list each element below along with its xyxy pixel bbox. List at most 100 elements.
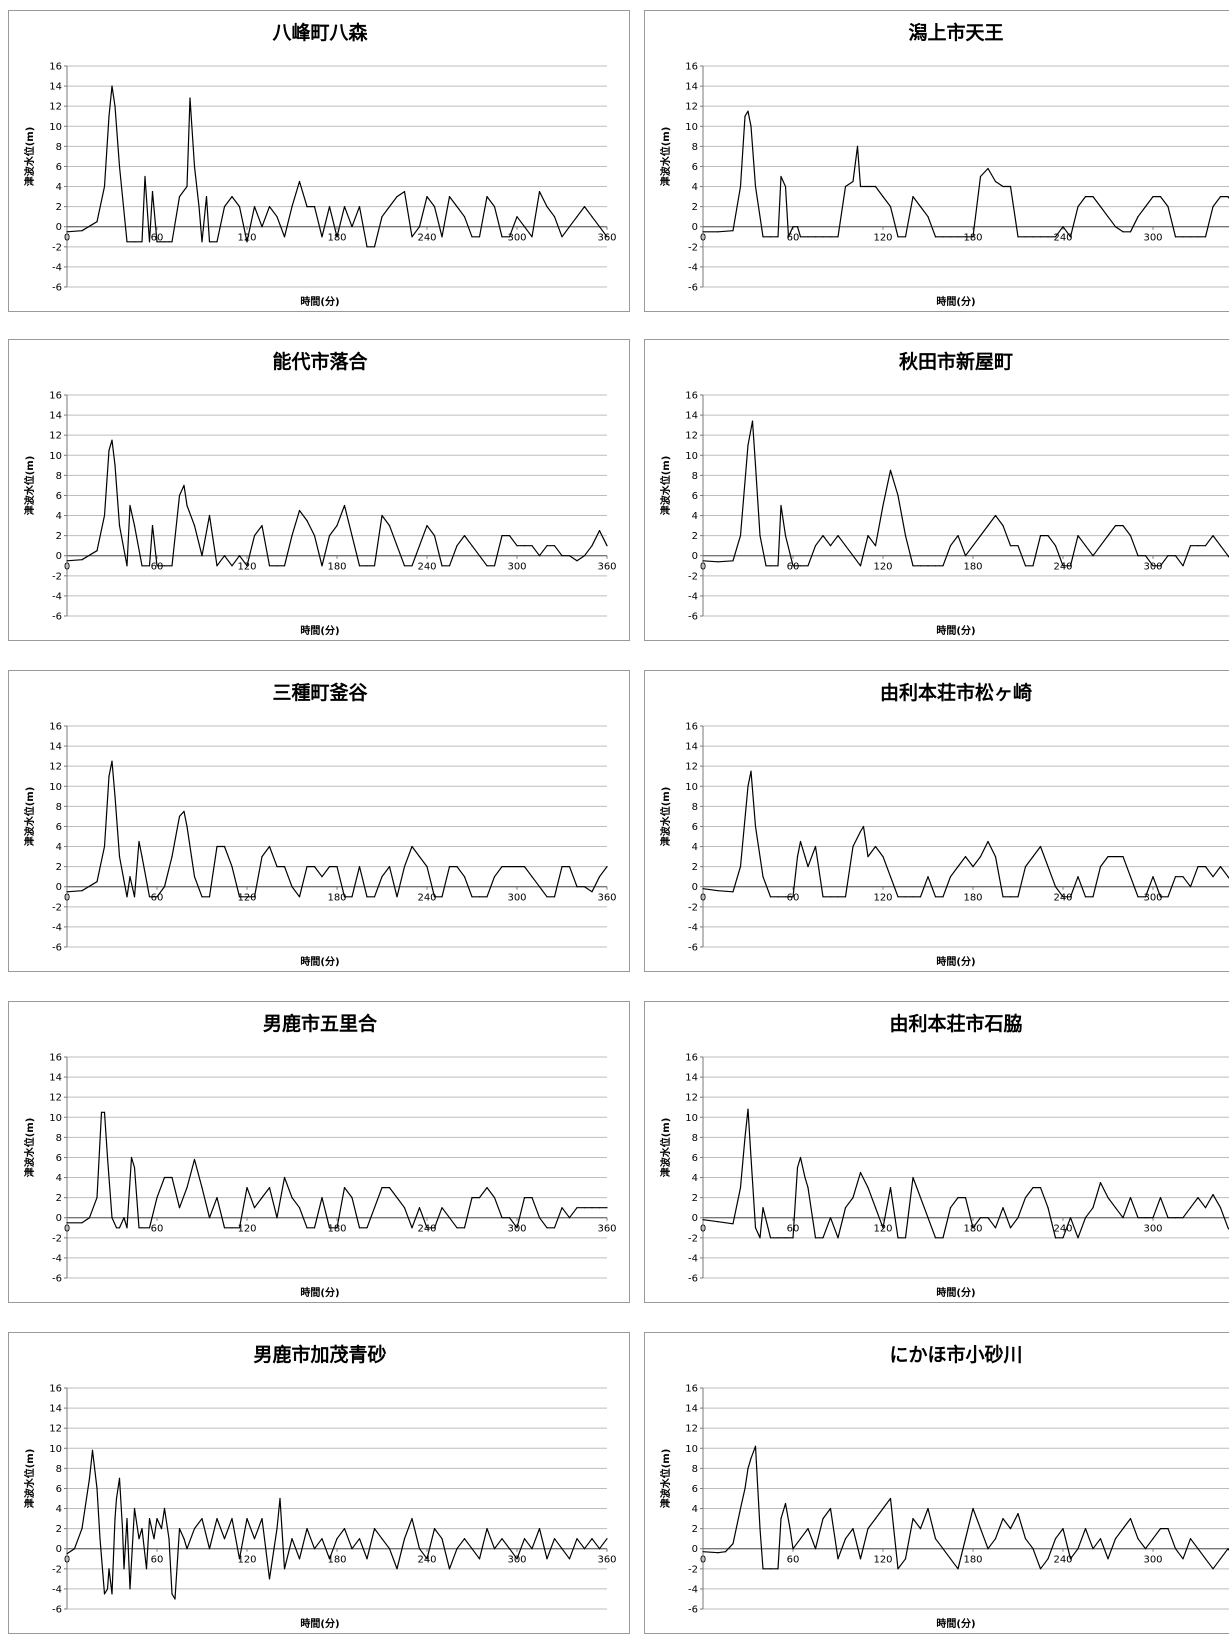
- y-axis-label: 津波水位(m): [659, 1449, 672, 1509]
- data-point: [949, 876, 952, 878]
- data-point: [178, 815, 181, 817]
- data-point: [486, 1528, 488, 1530]
- y-tick-label: 4: [56, 182, 62, 193]
- y-axis-label: 津波水位(m): [23, 1118, 36, 1178]
- data-point: [799, 565, 802, 567]
- data-point: [829, 236, 832, 238]
- data-point: [583, 206, 586, 208]
- y-tick-label: 4: [56, 511, 62, 522]
- data-point: [1077, 535, 1079, 537]
- data-point: [441, 236, 443, 238]
- data-point: [1107, 856, 1109, 858]
- chart-panel: 能代市落合 16 14 12 10 8 6 4 2 0 -2 -4 -6 0 60 120 180 240 300 3…: [8, 339, 630, 641]
- data-point: [381, 1187, 383, 1189]
- data-point: [583, 555, 586, 557]
- data-point: [388, 525, 391, 527]
- data-point: [744, 115, 746, 117]
- data-point: [606, 545, 608, 547]
- data-point: [238, 1227, 241, 1229]
- data-point: [373, 565, 376, 567]
- data-point: [96, 1197, 98, 1199]
- data-point: [777, 1237, 779, 1239]
- data-point: [283, 236, 286, 238]
- data-point: [433, 206, 436, 208]
- data-point: [837, 535, 839, 537]
- data-point: [583, 886, 586, 888]
- data-point: [201, 1187, 203, 1189]
- data-point: [934, 565, 937, 567]
- data-point: [478, 1197, 481, 1199]
- data-point: [388, 206, 391, 208]
- data-point: [126, 565, 128, 567]
- data-point: [1219, 196, 1222, 198]
- data-point: [66, 1222, 68, 1224]
- x-tick-label: 60: [151, 562, 164, 573]
- data-point: [351, 896, 353, 898]
- y-tick-label: -6: [688, 1605, 698, 1616]
- x-tick-label: 240: [417, 1224, 436, 1235]
- data-point: [523, 1197, 526, 1199]
- y-tick-label: -6: [52, 1274, 62, 1285]
- data-point: [358, 866, 361, 868]
- data-point: [762, 236, 764, 238]
- data-point: [508, 1217, 511, 1219]
- data-point: [91, 1449, 94, 1451]
- data-point: [231, 196, 233, 198]
- data-point: [852, 1528, 854, 1530]
- data-point: [108, 1568, 110, 1570]
- data-point: [81, 1222, 83, 1224]
- data-point: [396, 196, 398, 198]
- data-point: [784, 185, 787, 188]
- data-point: [1047, 866, 1049, 868]
- data-point: [1197, 1548, 1199, 1550]
- y-tick-label: 12: [685, 1093, 698, 1104]
- data-point: [223, 206, 226, 208]
- y-axis-label: 津波水位(m): [659, 787, 672, 847]
- data-point: [1144, 1217, 1147, 1219]
- data-point: [160, 241, 163, 243]
- x-tick-label: 180: [327, 562, 346, 573]
- x-tick-label: 240: [1053, 1224, 1072, 1235]
- data-point: [1129, 535, 1132, 537]
- x-tick-label: 120: [237, 233, 256, 244]
- data-point: [138, 1227, 140, 1229]
- y-tick-label: 14: [685, 411, 698, 422]
- y-tick-label: -2: [688, 902, 698, 913]
- data-point: [934, 1538, 937, 1540]
- x-tick-label: 60: [787, 1555, 800, 1566]
- y-tick-label: -4: [52, 591, 62, 602]
- data-point: [1024, 1197, 1027, 1199]
- x-tick-label: 240: [1053, 233, 1072, 244]
- y-tick-label: 2: [56, 1193, 62, 1204]
- chart-title: 由利本荘市石脇: [889, 1012, 1022, 1035]
- data-point: [732, 891, 734, 893]
- data-point: [1002, 1207, 1004, 1209]
- data-point: [583, 1207, 586, 1209]
- data-point: [972, 866, 974, 868]
- data-point: [750, 125, 752, 127]
- data-point: [478, 555, 481, 557]
- data-point: [829, 545, 832, 547]
- data-point: [1069, 565, 1072, 567]
- data-point: [321, 876, 323, 878]
- data-point: [942, 236, 944, 238]
- data-point: [456, 206, 458, 208]
- data-point: [844, 1538, 847, 1540]
- x-tick-label: 60: [787, 562, 800, 573]
- data-point: [201, 896, 203, 898]
- data-point: [1212, 535, 1214, 537]
- data-point: [1167, 206, 1169, 208]
- data-point: [306, 206, 308, 208]
- data-point: [796, 226, 799, 228]
- y-tick-label: 8: [56, 802, 62, 813]
- data-point: [1197, 866, 1199, 868]
- data-point: [822, 236, 824, 238]
- data-point: [561, 555, 563, 557]
- data-point: [261, 226, 263, 228]
- data-point: [912, 565, 914, 567]
- data-point: [739, 1187, 742, 1189]
- data-point: [373, 1207, 376, 1209]
- data-point: [246, 565, 248, 567]
- data-point: [1204, 866, 1207, 868]
